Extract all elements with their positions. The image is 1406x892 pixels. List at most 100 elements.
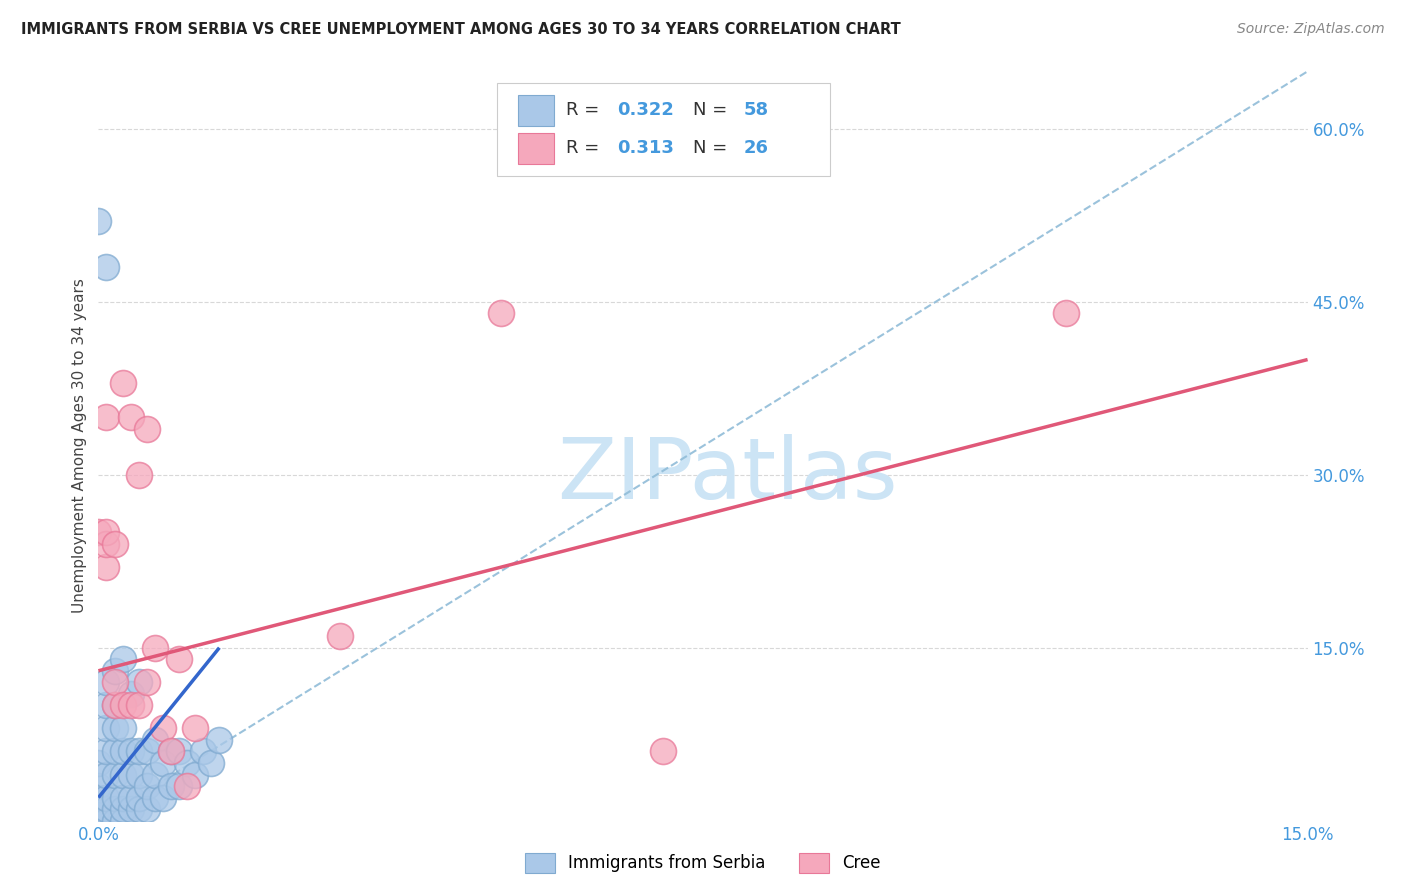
Point [135, 422, 157, 436]
Point [103, 814, 125, 828]
Text: 26: 26 [744, 139, 769, 157]
Point [120, 790, 142, 805]
Point [143, 640, 166, 655]
Point [87, 756, 110, 770]
Point [96, 260, 118, 275]
Y-axis label: Unemployment Among Ages 30 to 34 years: Unemployment Among Ages 30 to 34 years [72, 278, 87, 614]
Point [491, 306, 513, 320]
Point [103, 767, 125, 781]
Point [128, 698, 150, 713]
Point [208, 733, 231, 747]
Point [103, 722, 125, 736]
Text: N =: N = [693, 139, 734, 157]
Text: IMMIGRANTS FROM SERBIA VS CREE UNEMPLOYMENT AMONG AGES 30 TO 34 YEARS CORRELATIO: IMMIGRANTS FROM SERBIA VS CREE UNEMPLOYM… [21, 22, 901, 37]
Point [176, 756, 198, 770]
Point [120, 698, 142, 713]
Point [96, 537, 118, 551]
Point [87, 525, 110, 540]
Point [128, 467, 150, 482]
FancyBboxPatch shape [498, 83, 830, 177]
Text: 58: 58 [744, 102, 769, 120]
Point [103, 802, 125, 816]
Point [96, 814, 118, 828]
Point [184, 767, 207, 781]
Point [87, 808, 110, 822]
Bar [517, 95, 554, 126]
Point [103, 698, 125, 713]
Point [96, 560, 118, 574]
Point [152, 722, 174, 736]
Text: ZIPatlas: ZIPatlas [557, 434, 897, 517]
Point [111, 814, 134, 828]
Text: R =: R = [567, 139, 606, 157]
Point [87, 779, 110, 793]
Point [135, 802, 157, 816]
Point [200, 756, 222, 770]
Point [184, 722, 207, 736]
Point [111, 744, 134, 758]
Point [87, 814, 110, 828]
Text: 0.313: 0.313 [617, 139, 673, 157]
Point [160, 744, 183, 758]
Point [120, 744, 142, 758]
Point [167, 652, 190, 666]
Point [120, 802, 142, 816]
Point [143, 767, 166, 781]
Point [111, 376, 134, 390]
Point [143, 733, 166, 747]
Point [135, 779, 157, 793]
Point [128, 790, 150, 805]
Point [160, 744, 183, 758]
Point [651, 744, 673, 758]
Point [120, 410, 142, 425]
Point [96, 790, 118, 805]
Point [96, 698, 118, 713]
Point [111, 652, 134, 666]
Point [103, 698, 125, 713]
Point [128, 744, 150, 758]
Text: R =: R = [567, 102, 606, 120]
Point [111, 722, 134, 736]
Point [87, 214, 110, 228]
Point [135, 675, 157, 690]
Point [103, 790, 125, 805]
Point [152, 756, 174, 770]
Point [87, 790, 110, 805]
Point [96, 744, 118, 758]
Point [160, 779, 183, 793]
Text: N =: N = [693, 102, 734, 120]
Point [143, 790, 166, 805]
Point [1054, 306, 1077, 320]
Point [167, 779, 190, 793]
Point [103, 537, 125, 551]
Legend: Immigrants from Serbia, Cree: Immigrants from Serbia, Cree [519, 847, 887, 880]
Point [128, 802, 150, 816]
Point [329, 629, 352, 643]
Point [120, 767, 142, 781]
Bar [517, 133, 554, 164]
Point [96, 802, 118, 816]
Point [96, 767, 118, 781]
Point [103, 664, 125, 678]
Point [135, 744, 157, 758]
Text: Source: ZipAtlas.com: Source: ZipAtlas.com [1237, 22, 1385, 37]
Point [111, 767, 134, 781]
Point [167, 744, 190, 758]
Point [96, 410, 118, 425]
Point [128, 767, 150, 781]
Point [120, 687, 142, 701]
Point [96, 722, 118, 736]
Point [103, 675, 125, 690]
Point [176, 779, 198, 793]
Point [152, 790, 174, 805]
Point [111, 802, 134, 816]
Text: 0.322: 0.322 [617, 102, 673, 120]
Point [111, 698, 134, 713]
Point [87, 802, 110, 816]
Point [103, 744, 125, 758]
Point [111, 790, 134, 805]
Point [96, 525, 118, 540]
Point [193, 744, 215, 758]
Point [96, 675, 118, 690]
Point [128, 675, 150, 690]
